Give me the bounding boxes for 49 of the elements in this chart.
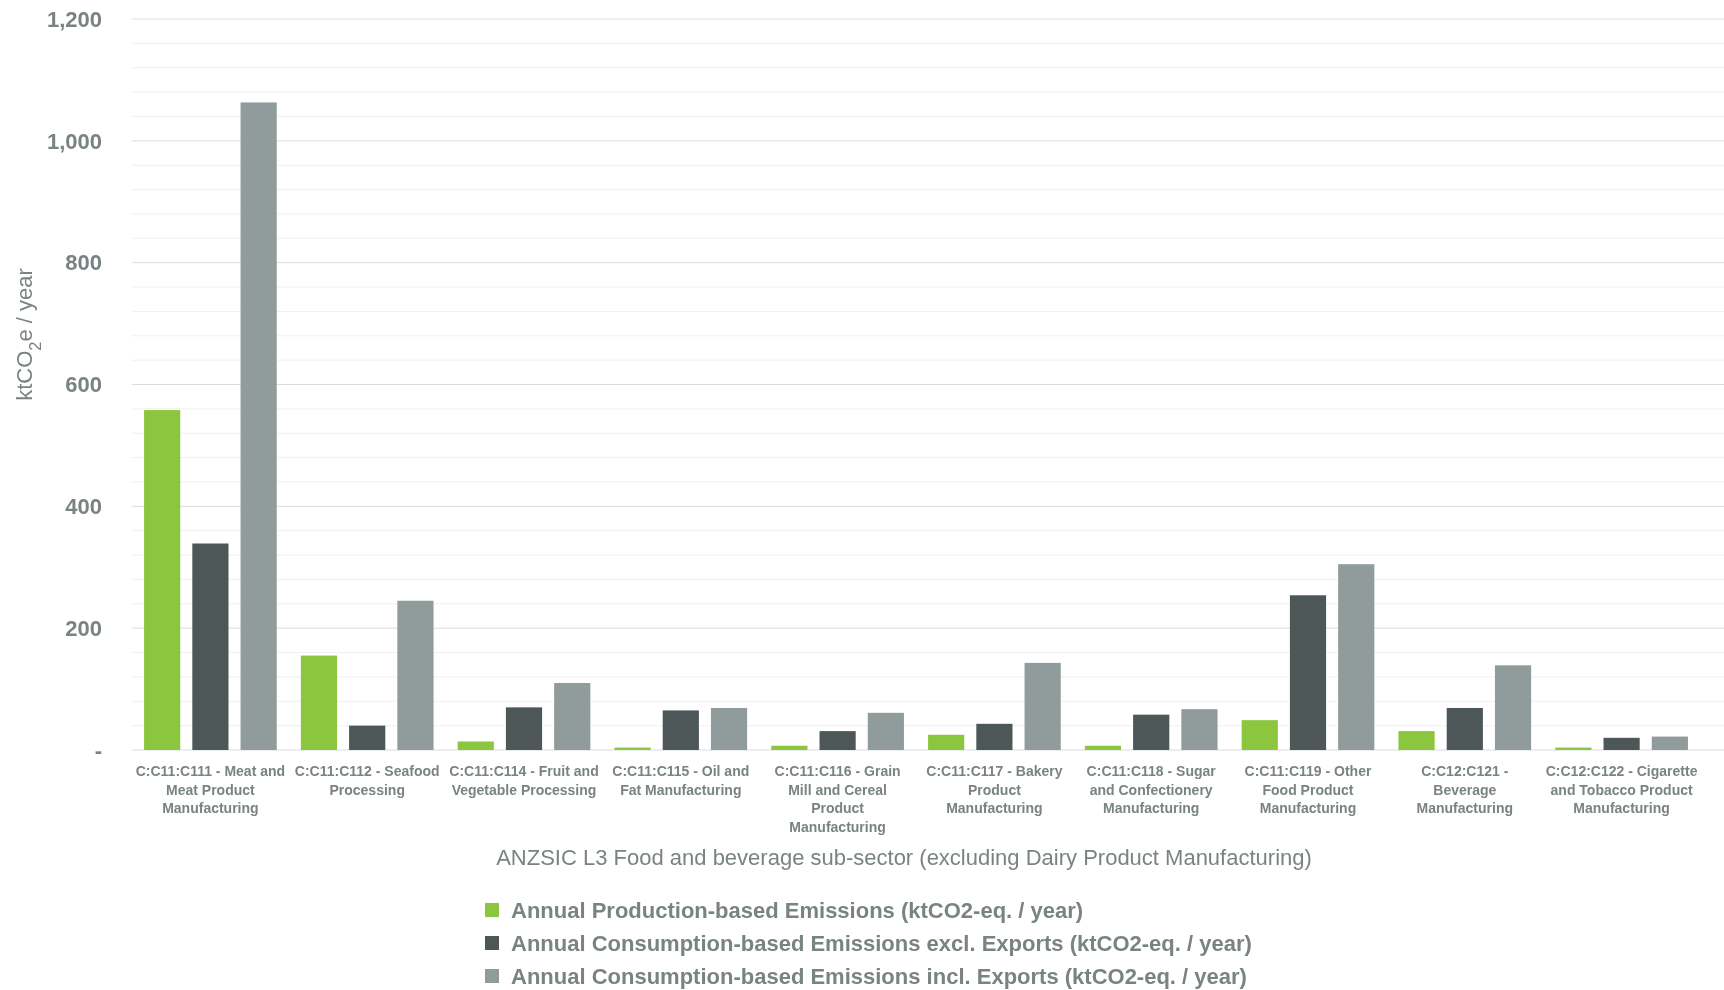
x-axis-title: ANZSIC L3 Food and beverage sub-sector (excluding Dairy Product Manufacturing) <box>496 845 1312 870</box>
bar <box>867 712 904 750</box>
bar <box>1603 737 1640 750</box>
legend-label: Annual Consumption-based Emissions incl. Exports (ktCO2-eq. / year) <box>511 963 1247 989</box>
legend-label: Annual Production-based Emissions (ktCO2-eq. / year) <box>511 897 1084 923</box>
bar <box>349 725 386 750</box>
bar <box>240 102 277 750</box>
bar <box>1133 714 1170 750</box>
y-tick-label: 800 <box>65 250 102 276</box>
bar <box>505 707 543 750</box>
x-tick-label: C:C11:C117 - Bakery Product Manufacturing <box>926 763 1063 816</box>
bar <box>144 410 181 750</box>
y-tick-label: 200 <box>65 615 102 641</box>
x-tick-label: C:C11:C112 - Seafood Processing <box>294 763 440 798</box>
bar <box>1651 736 1688 750</box>
bar <box>554 682 591 750</box>
bar <box>1241 720 1278 750</box>
bar <box>192 543 229 750</box>
x-tick-label: C:C11:C119 - Other Food Product Manufacturing <box>1244 763 1372 816</box>
x-tick-label: C:C11:C111 - Meat and Meat Product Manufacturing <box>135 763 286 816</box>
bar <box>1289 595 1327 750</box>
x-tick-label: C:C12:C122 - Cigarette and Tobacco Product Manufacturing <box>1545 763 1698 816</box>
bar <box>457 741 494 750</box>
bar <box>1084 745 1122 750</box>
y-tick-label: 1,000 <box>46 128 102 154</box>
bar <box>819 731 856 750</box>
x-tick-label: C:C11:C114 - Fruit and Vegetable Processing <box>449 763 599 798</box>
bar <box>1398 731 1435 750</box>
bar <box>300 655 338 750</box>
x-tick-label: C:C11:C116 - Grain Mill and Cereal Product Manufacturing <box>774 763 901 835</box>
legend-label: Annual Consumption-based Emissions excl. Exports (ktCO2-eq. / year) <box>511 930 1252 956</box>
bar <box>1181 709 1218 750</box>
y-tick-label: 600 <box>65 372 102 398</box>
bar <box>662 710 699 750</box>
x-tick-label: C:C12:C121 - Beverage Manufacturing <box>1416 763 1514 816</box>
bar <box>1024 662 1061 750</box>
bar <box>1446 707 1483 750</box>
x-tick-label: C:C11:C118 - Sugar and Confectionery Manufacturing <box>1086 763 1217 816</box>
bar <box>928 734 965 750</box>
y-tick-label: - <box>94 737 102 763</box>
y-tick-label: 1,200 <box>46 6 102 32</box>
x-tick-label: C:C11:C115 - Oil and Fat Manufacturing <box>612 763 750 798</box>
bar <box>1338 564 1375 750</box>
bar <box>771 745 808 750</box>
y-tick-label: 400 <box>65 494 102 520</box>
bar <box>397 600 434 750</box>
bar <box>710 707 748 750</box>
bar <box>1494 665 1532 750</box>
bar <box>976 723 1013 750</box>
